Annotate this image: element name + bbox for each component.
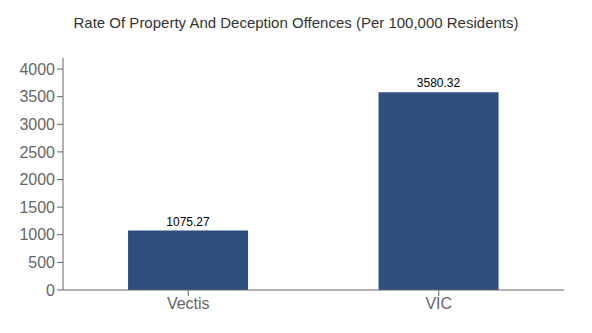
html-text:Rate Of Property And Deception: Rate Of Property And Deception Offences … [73, 14, 519, 31]
svg-text:VIC: VIC [425, 295, 452, 312]
svg-text:3580.32: 3580.32 [417, 76, 461, 90]
svg-text:4000: 4000 [19, 61, 55, 78]
svg-text:1000: 1000 [19, 226, 55, 243]
svg-text:2000: 2000 [19, 171, 55, 188]
svg-text:3500: 3500 [19, 88, 55, 105]
svg-text:2500: 2500 [19, 144, 55, 161]
svg-text:0: 0 [46, 282, 55, 299]
svg-text:500: 500 [28, 254, 55, 271]
svg-text:1075.27: 1075.27 [166, 215, 210, 229]
svg-text:Vectis: Vectis [167, 295, 210, 312]
svg-text:1500: 1500 [19, 199, 55, 216]
svg-text:3000: 3000 [19, 116, 55, 133]
